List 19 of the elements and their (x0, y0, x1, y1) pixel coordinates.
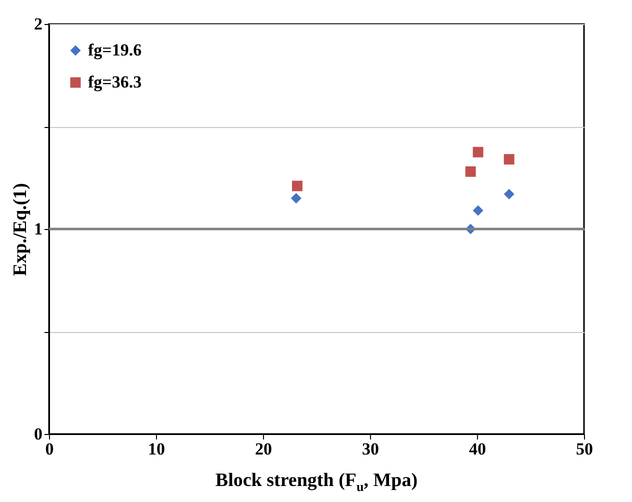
point (504, 188, 514, 200)
x-axis-title: Block strength (F$_{u}$, Mpa) (214, 470, 419, 495)
legend-label: fg=19.6 (88, 40, 142, 60)
x-tick-label: 30 (362, 440, 379, 458)
x-tick-label: 20 (255, 440, 272, 458)
x-tick-label: 10 (148, 440, 165, 458)
point (504, 154, 514, 165)
y-tick-label: 0 (34, 424, 42, 444)
y-axis-title: Exp./Eq.(1) (10, 183, 31, 276)
y-tick-label: 2 (34, 14, 42, 34)
point (472, 146, 484, 158)
point (290, 193, 302, 204)
point (465, 166, 476, 177)
y-tick-label: 1 (34, 220, 42, 238)
point (292, 180, 302, 192)
x-tick-label: 50 (576, 440, 593, 458)
point (472, 205, 484, 216)
x-tick-label: 40 (469, 440, 486, 458)
legend-label: fg=36.3 (88, 72, 142, 92)
